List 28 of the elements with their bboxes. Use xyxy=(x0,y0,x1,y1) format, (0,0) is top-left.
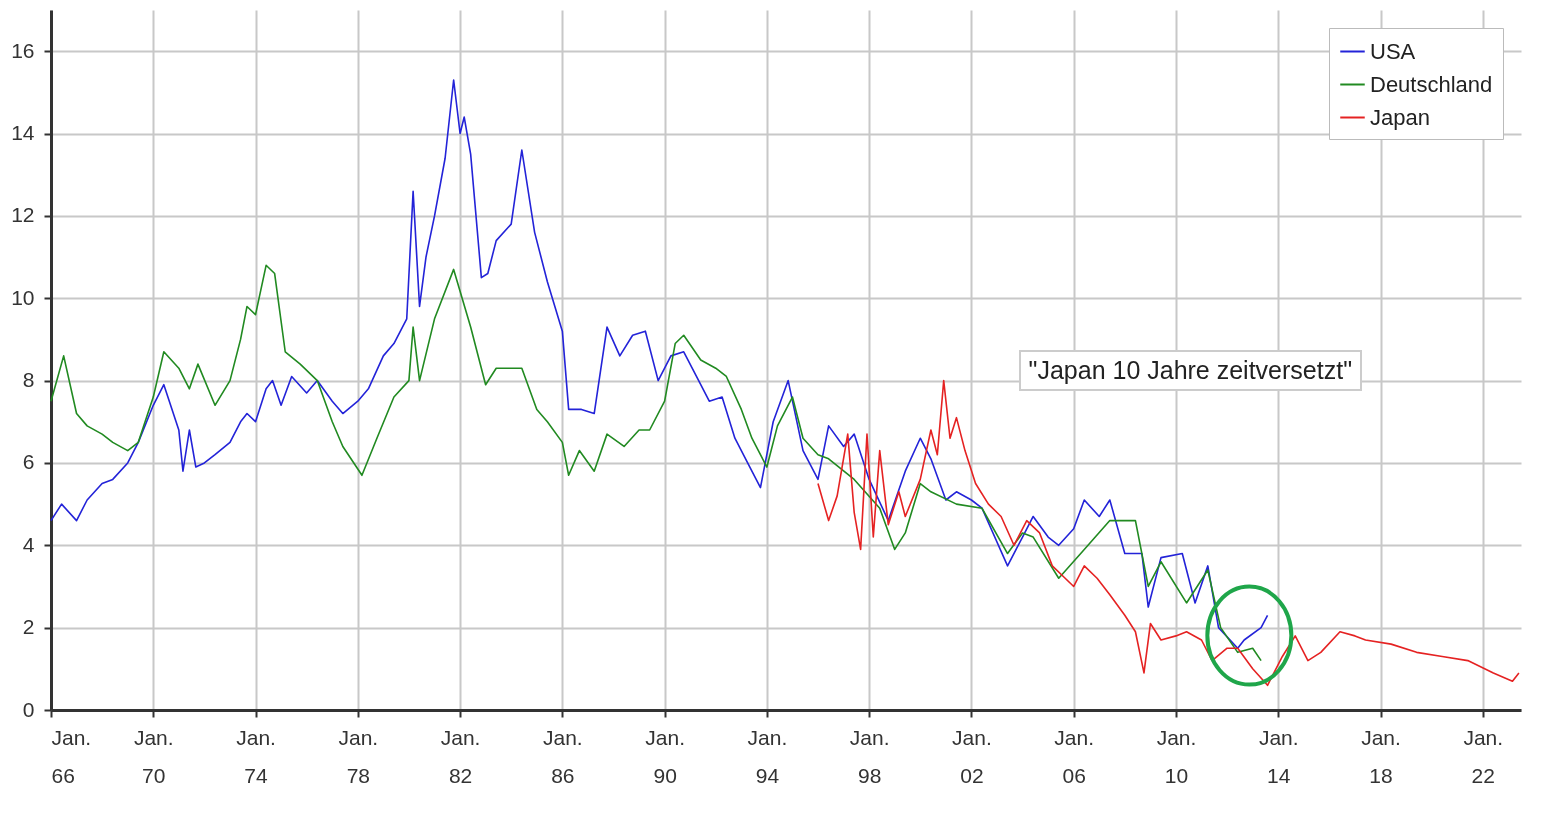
legend-label: Japan xyxy=(1370,104,1430,130)
y-tick-label: 16 xyxy=(11,38,35,62)
x-tick-label: Jan. 74 xyxy=(236,725,276,787)
x-tick-label: Jan. 90 xyxy=(645,725,685,787)
x-tick-label: Jan. 66 xyxy=(51,725,92,787)
x-tick-label: Jan. 70 xyxy=(133,725,174,787)
y-tick-label: 2 xyxy=(22,615,35,639)
x-tick-label: Jan. 22 xyxy=(1463,725,1504,787)
x-tick-label: Jan. 06 xyxy=(1054,725,1095,787)
x-tick-label: Jan. 82 xyxy=(440,725,481,787)
x-tick-label: Jan. 94 xyxy=(747,725,788,787)
x-tick-label: Jan. 86 xyxy=(543,725,583,787)
y-tick-label: 12 xyxy=(11,203,35,227)
y-tick-label: 4 xyxy=(22,532,35,556)
y-tick-label: 10 xyxy=(11,285,35,309)
y-tick-label: 6 xyxy=(22,450,35,474)
x-tick-label: Jan. 78 xyxy=(338,725,379,787)
y-tick-label: 0 xyxy=(22,697,35,721)
legend-label: Deutschland xyxy=(1370,71,1493,97)
legend-label: USA xyxy=(1370,38,1416,64)
x-tick-label: Jan. 18 xyxy=(1361,725,1401,787)
y-tick-label: 14 xyxy=(11,121,35,145)
x-tick-label: Jan. 98 xyxy=(849,725,890,787)
annotation: "Japan 10 Jahre zeitversetzt" xyxy=(1018,350,1363,391)
x-tick-label: Jan. 02 xyxy=(952,725,992,787)
x-tick-label: Jan. 14 xyxy=(1258,725,1299,787)
x-tick-label: Jan. 10 xyxy=(1156,725,1197,787)
y-tick-label: 8 xyxy=(22,368,35,392)
